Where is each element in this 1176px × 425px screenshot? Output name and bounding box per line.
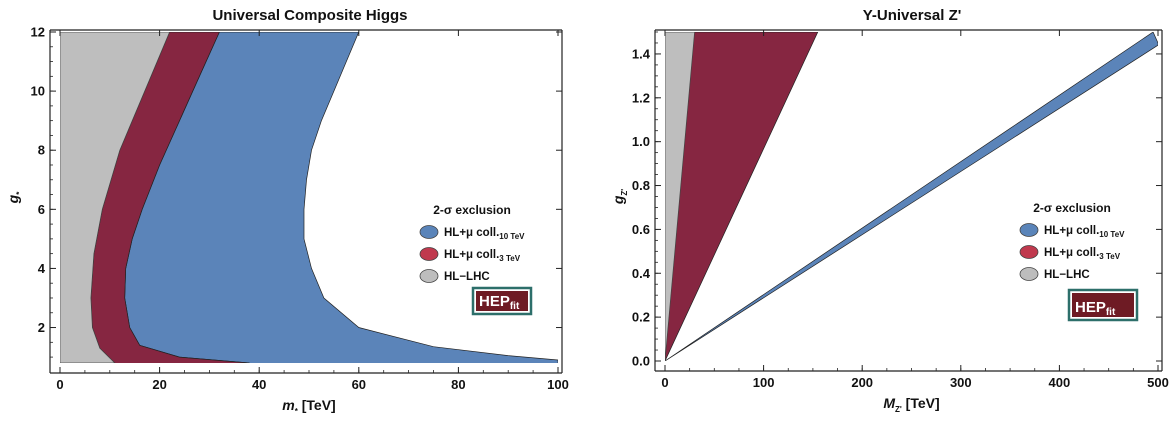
x-tick-label: 100 <box>753 375 775 390</box>
legend-swatch <box>419 225 439 239</box>
y-tick-label: 10 <box>31 84 45 99</box>
y-tick-label: 12 <box>31 25 45 40</box>
y-axis-label: g* <box>5 191 24 205</box>
x-tick-label: 300 <box>950 375 972 390</box>
y-tick-label: 0.6 <box>632 222 650 237</box>
legend-label: HL−LHC <box>1044 269 1090 281</box>
y-tick-label: 6 <box>38 202 45 217</box>
logo-fill <box>476 291 528 311</box>
chart-title: Universal Composite Higgs <box>212 7 407 24</box>
y-axis-label: gZ' <box>610 189 629 205</box>
region-hl-lhc <box>60 32 170 363</box>
y-tick-label: 0.8 <box>632 178 650 193</box>
legend-swatch <box>1019 245 1039 259</box>
x-tick-label: 0 <box>56 377 63 392</box>
legend-label: HL+μ coll.3 TeV <box>444 249 521 263</box>
x-tick-label: 80 <box>451 377 465 392</box>
legend-label: HL+μ coll.10 TeV <box>1044 225 1125 239</box>
y-tick-label: 8 <box>38 143 45 158</box>
hepfit-logo: HEPfit <box>471 286 533 316</box>
x-tick-label: 200 <box>851 375 873 390</box>
logo-fill <box>1072 293 1134 317</box>
x-tick-label: 20 <box>152 377 166 392</box>
legend-swatch <box>1019 223 1039 237</box>
x-axis-label: MZ' [TeV] <box>883 395 939 414</box>
y-tick-label: 0.4 <box>632 266 651 281</box>
logo-text: HEPfit <box>479 293 520 312</box>
legend-label: HL+μ coll.10 TeV <box>444 227 525 241</box>
legend-title: 2-σ exclusion <box>433 203 511 217</box>
legend: 2-σ exclusion HL+μ coll.10 TeV HL+μ coll.3… <box>1019 201 1125 281</box>
x-tick-label: 60 <box>352 377 366 392</box>
x-axis-label: m* [TeV] <box>282 397 335 416</box>
x-tick-label: 100 <box>547 377 569 392</box>
legend-label: HL−LHC <box>444 271 490 283</box>
y-tick-label: 2 <box>38 320 45 335</box>
chart-title: Y-Universal Z' <box>863 7 962 24</box>
x-tick-label: 40 <box>252 377 266 392</box>
x-tick-label: 500 <box>1147 375 1169 390</box>
y-tick-label: 4 <box>38 261 46 276</box>
region-hl-lhc <box>665 32 695 361</box>
logo-text: HEPfit <box>1075 299 1116 318</box>
legend-label: HL+μ coll.3 TeV <box>1044 247 1121 261</box>
chart-universal-composite-higgs: 0 20 40 60 80 100 2 4 6 8 10 12 Universal Composite … <box>5 7 569 416</box>
y-tick-label: 1.0 <box>632 134 650 149</box>
plot-regions <box>60 32 558 363</box>
hepfit-logo: HEPfit <box>1067 288 1139 322</box>
y-tick-label: 1.2 <box>632 90 650 105</box>
x-tick-label: 400 <box>1049 375 1071 390</box>
region-hl-mu-10tev <box>665 32 1158 361</box>
y-tick-label: 0.2 <box>632 310 650 325</box>
region-hl-mu-3tev <box>665 32 819 361</box>
legend-title: 2-σ exclusion <box>1033 201 1111 215</box>
legend: 2-σ exclusion HL+μ coll.10 TeV HL+μ coll.3… <box>419 203 525 283</box>
y-tick-label: 1.4 <box>632 46 651 61</box>
x-tick-label: 0 <box>661 375 668 390</box>
legend-swatch <box>1019 267 1039 281</box>
chart-y-universal-zprime: 0 100 200 300 400 500 0.0 0.2 0.4 0.6 0.8 1.0 1.2 1.4… <box>610 7 1169 414</box>
legend-swatch <box>419 269 439 283</box>
plot-regions <box>665 32 1158 361</box>
legend-swatch <box>419 247 439 261</box>
y-tick-label: 0.0 <box>632 354 650 369</box>
